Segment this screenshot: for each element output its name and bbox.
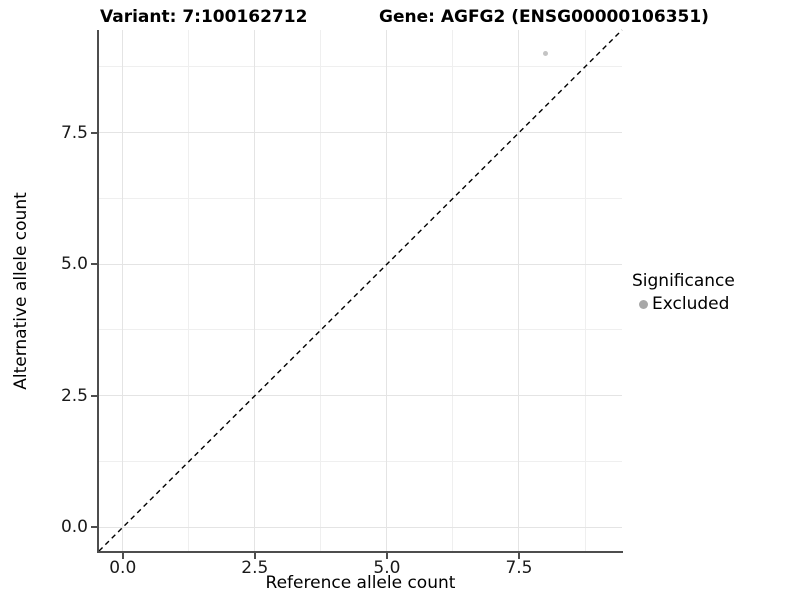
x-tick-mark — [385, 553, 388, 559]
plot-title-variant: Variant: 7:100162712 — [100, 7, 308, 27]
gridline-major-horizontal — [99, 263, 622, 265]
gridline-minor-vertical — [452, 30, 454, 551]
gridline-minor-vertical — [584, 30, 586, 551]
legend-title: Significance — [632, 271, 735, 291]
legend: Significance Excluded — [632, 271, 735, 314]
x-tick-mark — [517, 553, 520, 559]
legend-point-icon — [639, 299, 648, 309]
identity-line — [98, 29, 623, 552]
x-tick-label: 0.0 — [109, 558, 137, 578]
gridline-minor-horizontal — [99, 461, 622, 463]
gridline-minor-horizontal — [99, 66, 622, 68]
x-tick-label: 7.5 — [505, 558, 533, 578]
gridline-major-vertical — [122, 30, 124, 551]
y-tick-mark — [91, 394, 97, 397]
identity-line-layer — [98, 29, 623, 552]
gridline-major-horizontal — [99, 395, 622, 397]
y-axis-title: Alternative allele count — [11, 192, 31, 390]
x-tick-label: 2.5 — [241, 558, 269, 578]
y-tick-mark — [91, 263, 97, 266]
plot-panel — [98, 29, 623, 552]
y-tick-label: 0.0 — [60, 517, 88, 538]
x-axis-title: Reference allele count — [265, 573, 456, 593]
y-tick-label: 7.5 — [60, 122, 88, 143]
gridline-minor-vertical — [188, 30, 190, 551]
gridline-major-vertical — [518, 30, 520, 551]
gridline-major-vertical — [386, 30, 388, 551]
legend-entry-label: Excluded — [652, 294, 730, 314]
legend-entry-excluded: Excluded — [632, 294, 735, 314]
x-axis-line — [97, 551, 623, 553]
y-tick-mark — [91, 526, 97, 529]
x-tick-label: 5.0 — [373, 558, 401, 578]
y-axis-line — [97, 30, 99, 553]
gridline-minor-horizontal — [99, 329, 622, 331]
y-tick-label: 2.5 — [60, 385, 88, 406]
gridline-minor-horizontal — [99, 197, 622, 199]
gridline-major-vertical — [254, 30, 256, 551]
x-tick-mark — [121, 553, 124, 559]
y-tick-label: 5.0 — [60, 254, 88, 275]
gridline-minor-vertical — [320, 30, 322, 551]
y-tick-mark — [91, 131, 97, 134]
x-tick-mark — [253, 553, 256, 559]
gridline-major-horizontal — [99, 132, 622, 134]
gridline-major-horizontal — [99, 526, 622, 528]
plot-title-gene: Gene: AGFG2 (ENSG00000106351) — [379, 7, 709, 27]
data-point — [542, 51, 548, 57]
